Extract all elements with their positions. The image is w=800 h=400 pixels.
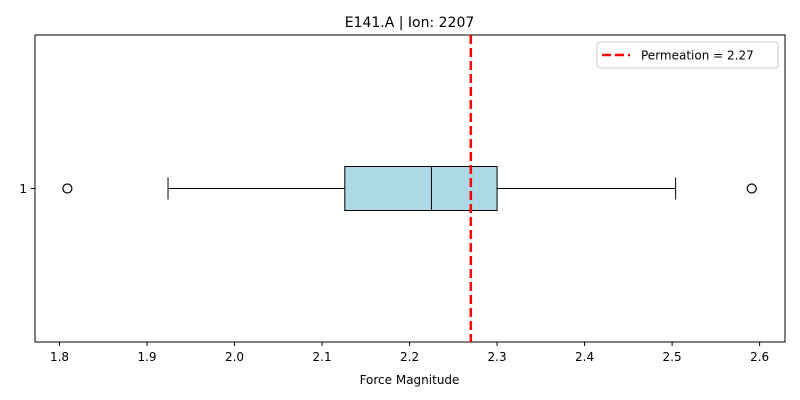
x-tick-label: 1.8 bbox=[50, 350, 69, 364]
x-tick-label: 2.6 bbox=[750, 350, 769, 364]
x-tick-label: 2.4 bbox=[575, 350, 594, 364]
outlier-point bbox=[62, 183, 73, 194]
box-group bbox=[62, 166, 757, 211]
legend: Permeation = 2.27 bbox=[596, 41, 779, 69]
iqr-box bbox=[344, 166, 498, 211]
chart-title: E141.A | Ion: 2207 bbox=[345, 15, 475, 31]
x-tick-label: 2.0 bbox=[225, 350, 244, 364]
x-axis-label: Force Magnitude bbox=[360, 373, 460, 387]
x-tick-label: 2.1 bbox=[313, 350, 332, 364]
x-tick-label: 2.2 bbox=[400, 350, 419, 364]
y-tick-label: 1 bbox=[19, 182, 27, 196]
x-axis-ticks: 1.8 1.9 2.0 2.1 2.2 2.3 2.4 2.5 2.6 bbox=[50, 342, 769, 364]
outlier-point bbox=[746, 183, 757, 194]
outlier-points bbox=[62, 183, 757, 194]
x-tick-label: 2.5 bbox=[663, 350, 682, 364]
y-axis-ticks: 1 bbox=[19, 182, 35, 196]
legend-box bbox=[596, 41, 779, 69]
x-tick-label: 1.9 bbox=[137, 350, 156, 364]
legend-label: Permeation = 2.27 bbox=[641, 49, 754, 63]
x-tick-label: 2.3 bbox=[488, 350, 507, 364]
